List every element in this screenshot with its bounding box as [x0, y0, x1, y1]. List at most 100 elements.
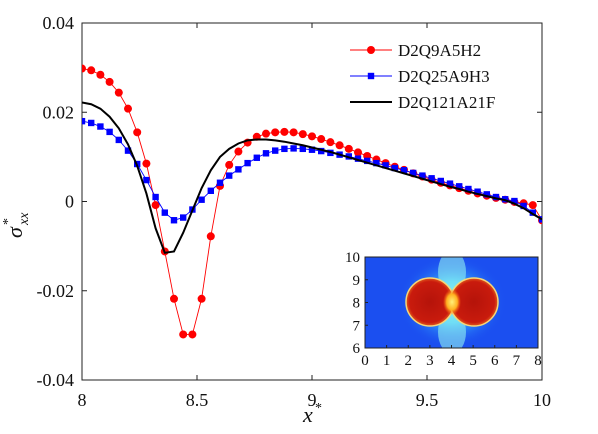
legend-item: D2Q121A21F [350, 93, 495, 112]
data-point [419, 172, 426, 179]
axis-ticks [81, 22, 543, 381]
data-point [180, 214, 187, 221]
data-point [410, 169, 417, 177]
data-point [88, 119, 95, 127]
data-point [114, 88, 123, 97]
data-point [216, 179, 224, 186]
data-point [289, 128, 298, 137]
data-point [262, 129, 270, 138]
inset-y-tick-label: 9 [353, 273, 361, 289]
data-point [456, 183, 463, 190]
data-point [225, 160, 234, 169]
inset-neck [443, 289, 461, 315]
data-point [529, 209, 536, 216]
x-axis-title: x * [302, 401, 322, 427]
y-tick-label: 0.04 [43, 13, 75, 33]
inset-x-tick-label: 3 [426, 353, 434, 369]
inset-y-tick-label: 10 [345, 250, 360, 266]
x-axis-title-main: x [302, 402, 313, 427]
x-axis-title-sup: * [315, 401, 322, 416]
y-axis-title-main: σ [2, 226, 27, 238]
data-point [354, 148, 362, 157]
data-point [143, 176, 150, 184]
inset-x-tick-label: 8 [534, 353, 542, 369]
data-point [344, 144, 353, 153]
data-point [170, 217, 178, 224]
data-point [437, 177, 444, 185]
legend-marker [367, 46, 375, 54]
data-point [474, 188, 481, 195]
x-tick-label: 9 [308, 390, 317, 410]
data-point [354, 155, 362, 162]
data-point [299, 145, 306, 153]
axis-tick-labels: 8 8.5 9 9.5 100.040.020-0.02-0.04 [37, 13, 552, 410]
inset-x-tick-label: 6 [491, 353, 499, 369]
data-point [262, 150, 270, 157]
data-point [234, 147, 243, 156]
legend-marker [367, 72, 375, 80]
data-point [188, 330, 197, 339]
data-point [280, 127, 289, 136]
x-tick-label: 9.5 [416, 390, 439, 410]
data-point [206, 232, 215, 241]
legend-label: D2Q9A5H2 [398, 41, 481, 60]
data-point [391, 164, 398, 172]
data-point [364, 157, 371, 165]
data-point [511, 197, 518, 205]
legend-label: D2Q25A9H3 [398, 67, 490, 86]
data-point [244, 159, 251, 167]
data-point [151, 201, 160, 210]
data-point [520, 202, 527, 210]
inset-y-tick-label: 7 [353, 318, 361, 334]
y-tick-label: -0.02 [37, 281, 75, 301]
data-point [87, 66, 96, 75]
data-point [106, 128, 113, 136]
data-point [115, 136, 122, 144]
data-point [124, 104, 132, 113]
x-tick-label: 8.5 [186, 390, 209, 410]
y-axis-title-sub: xx [17, 212, 32, 226]
data-point [226, 172, 233, 179]
legend-item: D2Q25A9H3 [350, 67, 490, 86]
data-point [298, 130, 307, 139]
data-point [465, 185, 472, 193]
data-point [326, 138, 335, 147]
legend-item: D2Q9A5H2 [350, 41, 481, 60]
data-point [271, 128, 280, 137]
data-point [82, 64, 86, 73]
data-point [161, 209, 168, 216]
data-point [105, 77, 114, 86]
data-point [235, 166, 242, 173]
inset-x-tick-label: 7 [513, 353, 521, 369]
data-point [400, 167, 408, 174]
y-axis-title: σ * xx [1, 212, 32, 238]
data-point [446, 180, 454, 187]
data-point [152, 193, 159, 201]
data-point [170, 294, 178, 303]
inset-y-tick-label: 6 [353, 341, 361, 357]
data-point [318, 147, 325, 155]
inset-x-tick-label: 0 [361, 353, 369, 369]
inset-x-tick-label: 1 [383, 353, 391, 369]
data-point [428, 175, 435, 182]
data-point [253, 154, 260, 161]
data-point [142, 159, 151, 168]
data-point [528, 201, 537, 210]
data-point [97, 123, 104, 130]
data-point [492, 193, 500, 201]
series-D2Q121A21F [82, 101, 542, 254]
inset-x-tick-label: 2 [405, 353, 413, 369]
inset-x-tick-label: 4 [448, 353, 456, 369]
data-point [308, 146, 316, 153]
data-point [207, 187, 214, 194]
series-line [82, 101, 542, 254]
data-point [483, 191, 490, 198]
data-point [382, 162, 389, 169]
data-point [124, 147, 132, 154]
data-point [179, 330, 188, 339]
data-point [96, 70, 105, 79]
data-point [197, 294, 206, 303]
data-point [82, 117, 86, 125]
